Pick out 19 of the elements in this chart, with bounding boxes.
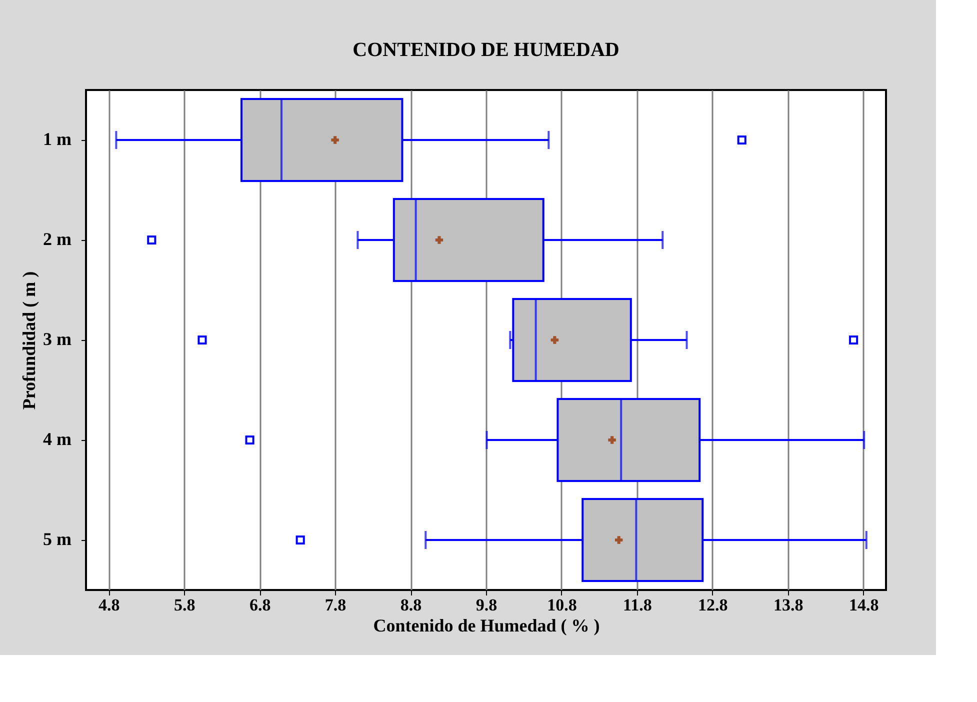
x-tick-label: 14.8	[848, 596, 879, 614]
x-tick-label: 11.8	[623, 596, 652, 614]
x-tick-label: 8.8	[400, 596, 422, 614]
x-tick-label: 5.8	[174, 596, 196, 614]
y-tick-label: 1 m	[43, 129, 72, 149]
x-tick-label: 9.8	[476, 596, 498, 614]
y-tick-label: 4 m	[43, 429, 72, 449]
x-tick-label: 10.8	[547, 596, 577, 614]
x-tick-label: 6.8	[249, 596, 271, 614]
x-tick-label: 13.8	[774, 596, 804, 614]
x-tick-label: 7.8	[324, 596, 346, 614]
y-tick-label: 5 m	[43, 529, 72, 549]
x-axis-title: Contenido de Humedad ( % )	[373, 616, 600, 636]
y-tick-label: 3 m	[43, 329, 72, 349]
y-axis-title: Profundidad ( m )	[19, 271, 40, 410]
x-tick-label: 4.8	[98, 596, 120, 614]
y-tick-label: 2 m	[43, 229, 72, 249]
x-tick-label: 12.8	[698, 596, 728, 614]
chart-title: CONTENIDO DE HUMEDAD	[352, 39, 620, 61]
